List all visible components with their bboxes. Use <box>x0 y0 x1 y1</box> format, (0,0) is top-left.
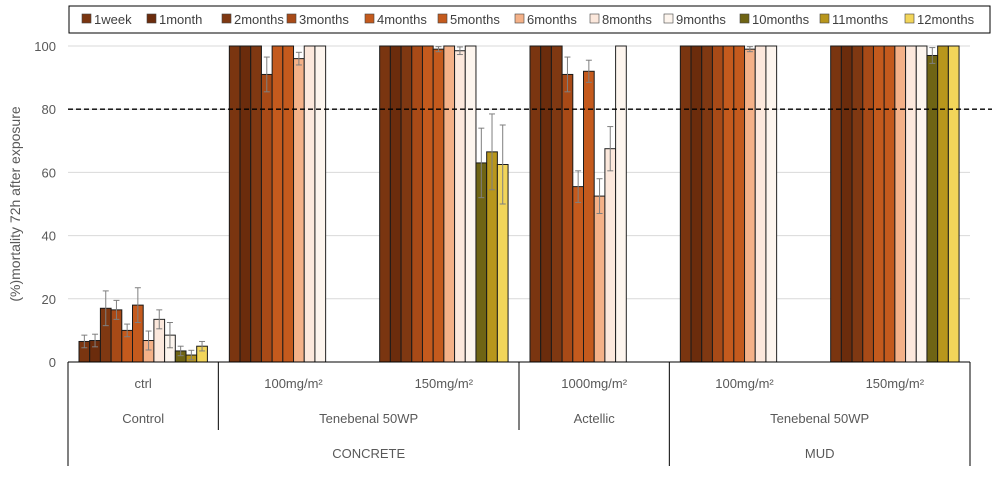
bar <box>872 45 885 363</box>
y-tick-label: 20 <box>42 292 56 307</box>
category-label: 100mg/m² <box>264 376 323 391</box>
y-tick-label: 80 <box>42 102 56 117</box>
bar <box>701 45 713 363</box>
legend-label: 6months <box>527 12 577 27</box>
legend-label: 11months <box>832 12 889 27</box>
legend-swatch <box>364 13 375 24</box>
bar <box>937 45 949 363</box>
bar <box>915 45 928 363</box>
bar <box>830 45 842 363</box>
legend-swatch <box>437 13 448 24</box>
bar <box>765 45 778 363</box>
category-label: 150mg/m² <box>866 376 925 391</box>
legend-label: 1week <box>94 12 132 27</box>
bar <box>754 45 767 363</box>
bar <box>228 45 241 363</box>
legend-swatch <box>739 13 750 24</box>
category-label: 100mg/m² <box>715 376 774 391</box>
bar <box>260 73 273 363</box>
bar <box>905 45 917 363</box>
bar <box>604 148 617 363</box>
bar <box>561 73 574 363</box>
bar <box>615 45 627 363</box>
legend-swatch <box>514 13 525 24</box>
legend-label: 8months <box>602 12 652 27</box>
bar <box>303 45 316 363</box>
surface-label: MUD <box>805 446 835 461</box>
legend-label: 5months <box>450 12 500 27</box>
bar <box>443 45 456 363</box>
legend-label: 2months <box>234 12 284 27</box>
bar <box>583 70 595 363</box>
y-tick-label: 40 <box>42 229 56 244</box>
bar <box>389 45 402 363</box>
legend-swatch <box>221 13 232 24</box>
bar <box>722 45 735 363</box>
legend-swatch <box>904 13 915 24</box>
bar <box>862 45 874 363</box>
treatment-label: Tenebenal 50WP <box>319 411 418 426</box>
legend-label: 9months <box>676 12 726 27</box>
bar <box>432 48 445 363</box>
y-tick-label: 100 <box>34 39 56 54</box>
legend-swatch <box>81 13 92 24</box>
bar <box>540 45 552 363</box>
bar <box>550 45 563 363</box>
bar <box>421 45 434 363</box>
bar <box>572 186 584 363</box>
bar <box>947 45 960 363</box>
bar <box>711 45 724 363</box>
y-tick-label: 60 <box>42 165 56 180</box>
bar <box>690 45 703 363</box>
treatment-label: Tenebenal 50WP <box>770 411 869 426</box>
bar <box>250 45 262 363</box>
bar <box>464 45 477 363</box>
treatment-label: Control <box>122 411 164 426</box>
bar <box>314 45 327 363</box>
bar <box>293 58 305 363</box>
bar <box>454 50 466 363</box>
bar <box>529 45 542 363</box>
category-label: 1000mg/m² <box>561 376 627 391</box>
treatment-label: Actellic <box>574 411 616 426</box>
bar <box>379 45 391 363</box>
category-label: ctrl <box>134 376 151 391</box>
legend-swatch <box>663 13 674 24</box>
bar <box>894 45 907 363</box>
y-tick-label: 0 <box>49 355 56 370</box>
bar <box>744 48 756 363</box>
bar <box>926 54 939 363</box>
legend-label: 1month <box>159 12 202 27</box>
legend-label: 3months <box>299 12 349 27</box>
bar <box>883 45 896 363</box>
legend-swatch <box>589 13 600 24</box>
bar <box>840 45 853 363</box>
legend-label: 4months <box>377 12 427 27</box>
bar <box>851 45 864 363</box>
bar <box>271 45 284 363</box>
bar <box>282 45 295 363</box>
bar <box>239 45 252 363</box>
bar <box>400 45 413 363</box>
legend-swatch <box>146 13 157 24</box>
bar <box>411 45 423 363</box>
category-label: 150mg/m² <box>415 376 474 391</box>
bar <box>679 45 692 363</box>
legend-swatch <box>819 13 830 24</box>
bar <box>733 45 746 363</box>
legend-label: 12months <box>917 12 975 27</box>
legend-label: 10months <box>752 12 810 27</box>
legend-swatch <box>286 13 297 24</box>
y-axis-label: (%)mortality 72h after exposure <box>7 106 23 302</box>
surface-label: CONCRETE <box>332 446 405 461</box>
bar <box>593 195 606 363</box>
